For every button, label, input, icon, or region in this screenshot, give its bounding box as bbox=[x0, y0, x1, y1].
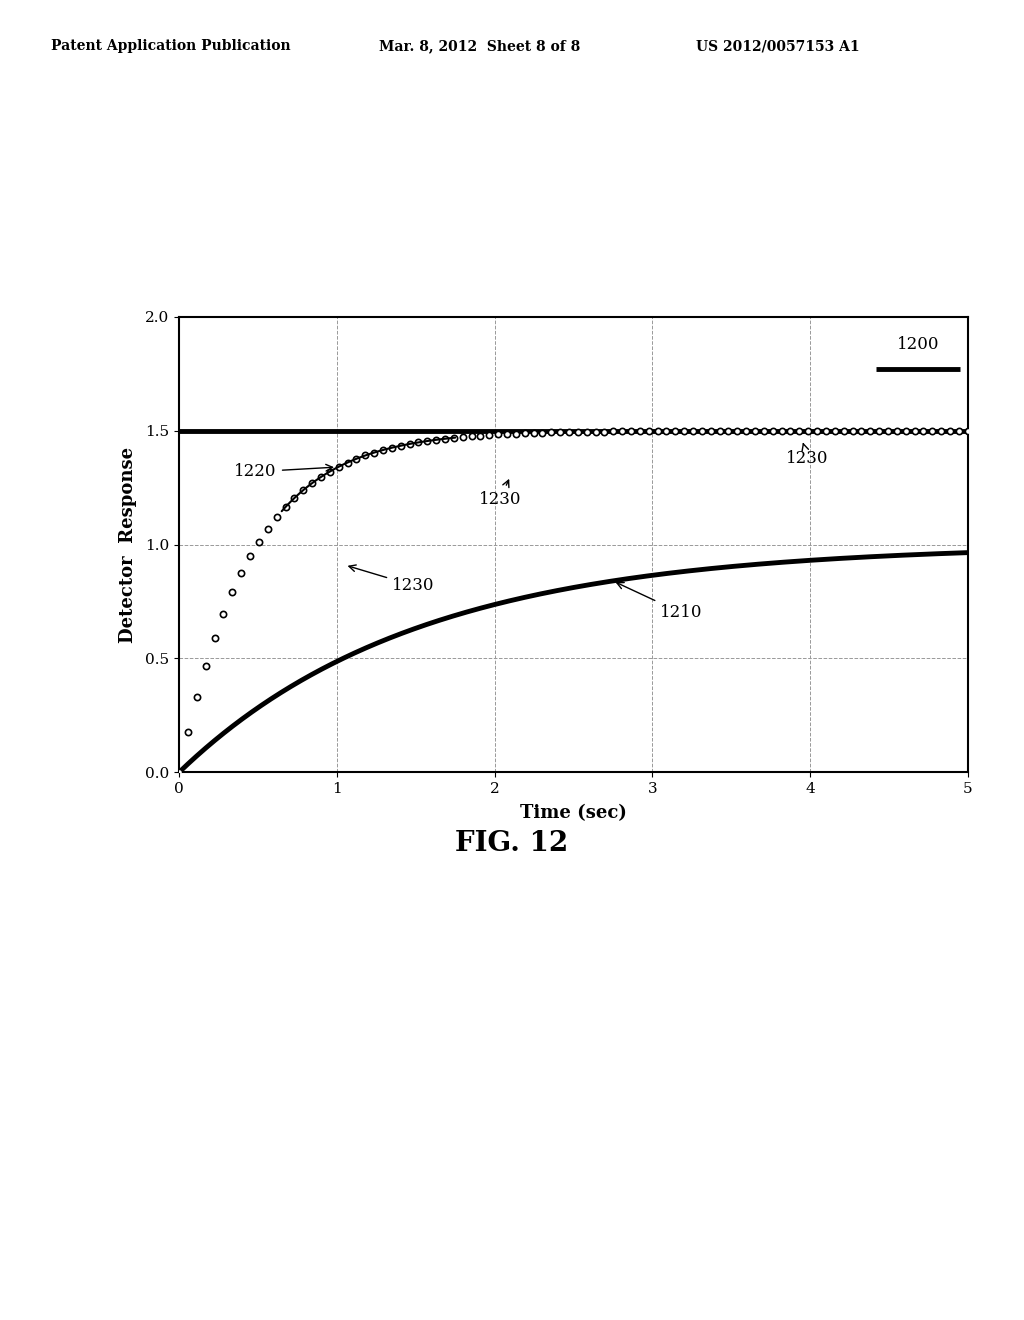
Text: 1230: 1230 bbox=[786, 444, 828, 466]
Text: Patent Application Publication: Patent Application Publication bbox=[51, 40, 291, 53]
Text: US 2012/0057153 A1: US 2012/0057153 A1 bbox=[696, 40, 860, 53]
Y-axis label: Detector  Response: Detector Response bbox=[119, 446, 137, 643]
Text: 1210: 1210 bbox=[616, 582, 702, 622]
Text: 1230: 1230 bbox=[349, 565, 434, 594]
Text: FIG. 12: FIG. 12 bbox=[456, 830, 568, 858]
Text: Mar. 8, 2012  Sheet 8 of 8: Mar. 8, 2012 Sheet 8 of 8 bbox=[379, 40, 581, 53]
Text: 1200: 1200 bbox=[897, 335, 939, 352]
X-axis label: Time (sec): Time (sec) bbox=[520, 804, 627, 822]
Text: 1230: 1230 bbox=[479, 480, 521, 507]
Text: 1220: 1220 bbox=[234, 463, 333, 480]
